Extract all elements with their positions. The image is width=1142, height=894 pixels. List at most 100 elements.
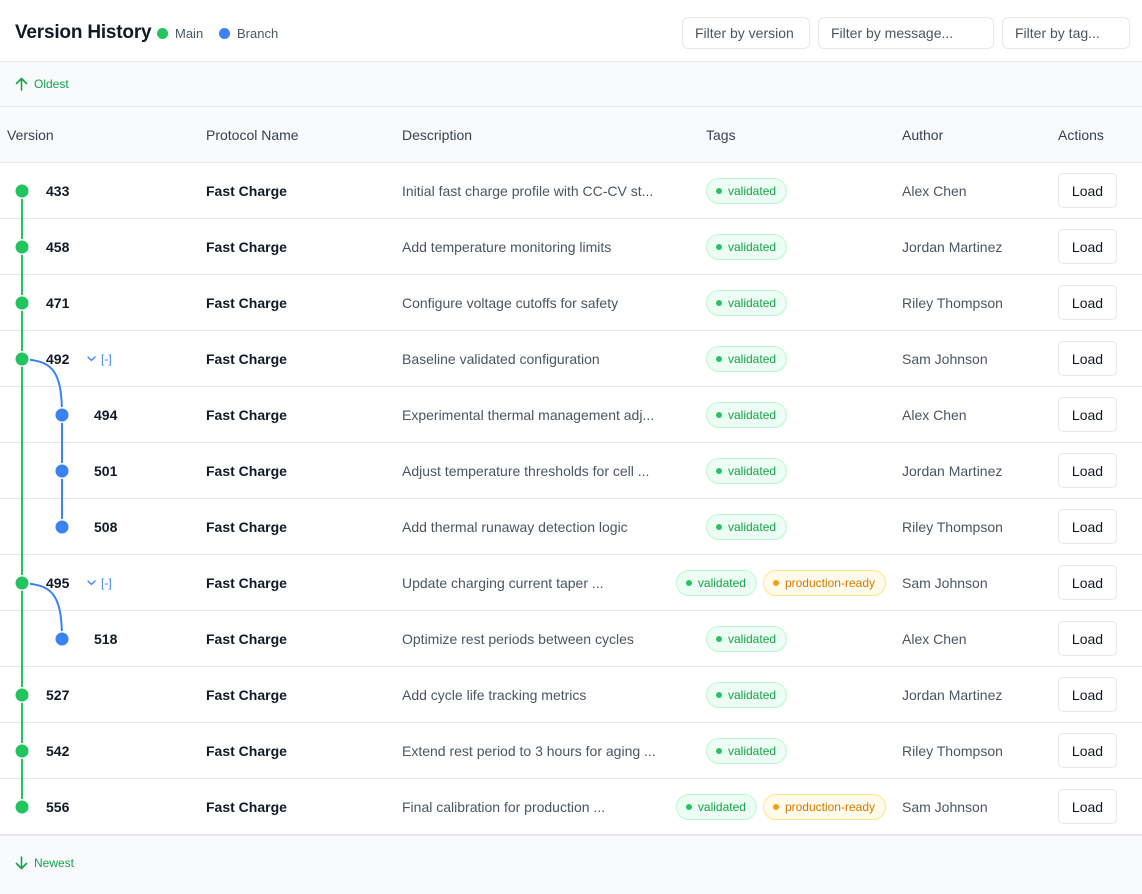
author-name: Riley Thompson bbox=[902, 519, 1003, 535]
load-button[interactable]: Load bbox=[1058, 677, 1117, 712]
tag-list: validated bbox=[706, 178, 788, 204]
tag-label: production-ready bbox=[784, 576, 875, 590]
tag-dot-icon bbox=[716, 244, 722, 250]
protocol-name: Fast Charge bbox=[206, 687, 287, 703]
author-name: Alex Chen bbox=[902, 407, 967, 423]
tag-dot-icon bbox=[772, 580, 779, 586]
tag-badge: validated bbox=[706, 402, 788, 428]
version-description: Final calibration for production ... bbox=[402, 799, 606, 815]
tag-badge: production-ready bbox=[762, 794, 886, 820]
tag-list: validated bbox=[706, 346, 788, 372]
filter-message-input[interactable] bbox=[818, 17, 994, 49]
version-description: Adjust temperature thresholds for cell .… bbox=[402, 463, 650, 479]
branch-legend-dot-icon bbox=[219, 28, 230, 39]
oldest-link[interactable]: Oldest bbox=[15, 77, 69, 91]
load-button[interactable]: Load bbox=[1058, 285, 1117, 320]
legend-branch-label: Branch bbox=[237, 26, 279, 41]
protocol-name: Fast Charge bbox=[206, 519, 287, 535]
tag-dot-icon bbox=[716, 524, 722, 530]
version-number: 471 bbox=[46, 295, 70, 311]
collapse-branch-toggle[interactable]: [-] bbox=[87, 352, 112, 366]
load-button[interactable]: Load bbox=[1058, 341, 1117, 376]
tag-label: validated bbox=[728, 352, 777, 366]
table-row: 542 Fast Charge Extend rest period to 3 ho… bbox=[0, 723, 1142, 779]
version-description: Add thermal runaway detection logic bbox=[402, 519, 628, 535]
tag-label: validated bbox=[697, 800, 746, 814]
version-number: 508 bbox=[94, 519, 118, 535]
newest-bar: Newest bbox=[0, 835, 1142, 894]
version-number: 458 bbox=[46, 239, 70, 255]
tag-label: validated bbox=[728, 296, 777, 310]
protocol-name: Fast Charge bbox=[206, 743, 287, 759]
chevron-down-icon bbox=[87, 580, 96, 586]
version-number: 542 bbox=[46, 743, 70, 759]
newest-link[interactable]: Newest bbox=[15, 856, 74, 870]
filter-version-input[interactable] bbox=[682, 17, 810, 49]
protocol-name: Fast Charge bbox=[206, 351, 287, 367]
version-number: 492 bbox=[46, 351, 70, 367]
tag-badge: validated bbox=[706, 682, 788, 708]
tag-label: production-ready bbox=[784, 800, 875, 814]
load-button[interactable]: Load bbox=[1058, 229, 1117, 264]
table-row: 495 [-] Fast Charge Update charging curre… bbox=[0, 555, 1142, 611]
load-button[interactable]: Load bbox=[1058, 733, 1117, 768]
load-button[interactable]: Load bbox=[1058, 397, 1117, 432]
tag-list: validated production-ready bbox=[675, 794, 886, 820]
version-description: Update charging current taper ... bbox=[402, 575, 604, 591]
tag-dot-icon bbox=[716, 468, 722, 474]
tag-dot-icon bbox=[716, 412, 722, 418]
tag-label: validated bbox=[697, 576, 746, 590]
col-description: Description bbox=[402, 127, 473, 143]
col-tags: Tags bbox=[706, 127, 736, 143]
filter-tag-input[interactable] bbox=[1002, 17, 1130, 49]
tag-label: validated bbox=[728, 632, 777, 646]
tag-label: validated bbox=[728, 520, 777, 534]
table-row: 433 Fast Charge Initial fast charge profil… bbox=[0, 163, 1142, 219]
legend-main-label: Main bbox=[175, 26, 204, 41]
tag-list: validated bbox=[706, 402, 788, 428]
tag-dot-icon bbox=[716, 188, 722, 194]
tag-badge: validated bbox=[706, 234, 788, 260]
tag-list: validated bbox=[706, 626, 788, 652]
tag-dot-icon bbox=[716, 300, 722, 306]
load-button[interactable]: Load bbox=[1058, 565, 1117, 600]
tag-dot-icon bbox=[772, 804, 779, 810]
load-button[interactable]: Load bbox=[1058, 621, 1117, 656]
table-row: 556 Fast Charge Final calibration for prod… bbox=[0, 779, 1142, 835]
tag-dot-icon bbox=[716, 356, 722, 362]
version-number: 494 bbox=[94, 407, 118, 423]
version-description: Initial fast charge profile with CC-CV s… bbox=[402, 183, 654, 199]
tag-label: validated bbox=[728, 688, 777, 702]
tag-badge: validated bbox=[675, 794, 757, 820]
version-description: Optimize rest periods between cycles bbox=[402, 631, 634, 647]
tag-badge: production-ready bbox=[762, 570, 886, 596]
page-title: Version History bbox=[15, 22, 152, 43]
collapse-label: [-] bbox=[101, 352, 112, 366]
author-name: Sam Johnson bbox=[902, 351, 988, 367]
oldest-label: Oldest bbox=[34, 77, 69, 91]
load-button[interactable]: Load bbox=[1058, 173, 1117, 208]
tag-badge: validated bbox=[706, 346, 788, 372]
main-legend-dot-icon bbox=[157, 28, 168, 39]
load-button[interactable]: Load bbox=[1058, 453, 1117, 488]
load-button[interactable]: Load bbox=[1058, 509, 1117, 544]
tag-list: validated production-ready bbox=[675, 570, 886, 596]
table-row: 518 Fast Charge Optimize rest periods betw… bbox=[0, 611, 1142, 667]
version-number: 495 bbox=[46, 575, 70, 591]
protocol-name: Fast Charge bbox=[206, 575, 287, 591]
collapse-branch-toggle[interactable]: [-] bbox=[87, 576, 112, 590]
table-row: 501 Fast Charge Adjust temperature thresho… bbox=[0, 443, 1142, 499]
table-header: Version Protocol Name Description Tags A… bbox=[0, 107, 1142, 163]
tag-dot-icon bbox=[716, 748, 722, 754]
col-actions: Actions bbox=[1058, 127, 1104, 143]
version-description: Configure voltage cutoffs for safety bbox=[402, 295, 619, 311]
protocol-name: Fast Charge bbox=[206, 463, 287, 479]
header-bar: Version History Main Branch bbox=[0, 0, 1142, 62]
author-name: Alex Chen bbox=[902, 183, 967, 199]
tag-label: validated bbox=[728, 184, 777, 198]
col-author: Author bbox=[902, 127, 944, 143]
table-row: 494 Fast Charge Experimental thermal manag… bbox=[0, 387, 1142, 443]
load-button[interactable]: Load bbox=[1058, 789, 1117, 824]
tag-list: validated bbox=[706, 682, 788, 708]
tag-list: validated bbox=[706, 738, 788, 764]
